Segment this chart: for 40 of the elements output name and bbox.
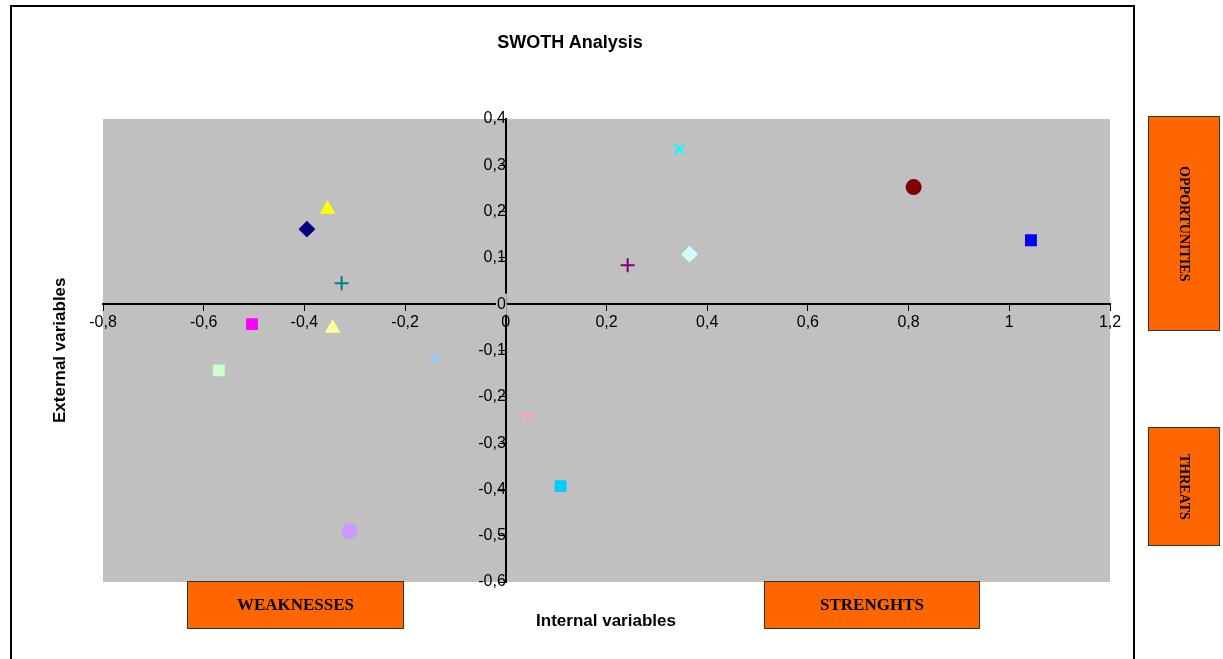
- point: [681, 246, 698, 263]
- x-tick-label: 1,2: [1098, 313, 1122, 331]
- y-tick-label: -0,6: [478, 572, 506, 590]
- y-tick-label: 0,3: [483, 155, 506, 173]
- y-axis-title: External variables: [50, 276, 70, 425]
- y-tick-label: -0,5: [478, 526, 506, 544]
- x-tick-label: -0,8: [89, 313, 117, 331]
- x-tick-label: -0,6: [189, 313, 218, 331]
- x-tick-label: 0,6: [796, 313, 820, 331]
- text: OPPORTUNITIES: [1176, 165, 1192, 282]
- y-tick-label: 0,2: [483, 202, 506, 220]
- x-axis-title: Internal variables: [535, 611, 677, 631]
- point: [673, 143, 685, 156]
- x-tick-label: 1: [1004, 313, 1014, 331]
- text: STRENGHTS: [820, 595, 924, 615]
- point: [554, 480, 567, 493]
- x-tick-label: 0,8: [897, 313, 920, 331]
- y-tick-label: -0,3: [478, 433, 506, 451]
- point: [298, 221, 315, 238]
- y-tick-label: -0,1: [478, 340, 506, 358]
- point: [212, 364, 225, 377]
- text: THREATS: [1176, 453, 1192, 520]
- y-tick-label: -0,2: [478, 387, 506, 405]
- point: [246, 318, 258, 331]
- y-tick-label: -0,4: [478, 479, 506, 497]
- point: [905, 179, 922, 196]
- x-tick-label: 0,4: [696, 313, 719, 331]
- point: [1025, 234, 1037, 247]
- text: WEAKNESSES: [236, 595, 355, 615]
- chart-title: SWOTH Analysis: [496, 32, 644, 53]
- point: [429, 352, 442, 365]
- point: [333, 275, 350, 292]
- x-tick-label: -0,2: [391, 313, 419, 331]
- point: [341, 523, 358, 540]
- point: [519, 407, 536, 424]
- x-tick-label: 0,2: [595, 313, 618, 331]
- y-tick-label: 0: [496, 294, 506, 312]
- point: [619, 257, 636, 274]
- y-tick-label: 0,1: [483, 248, 506, 266]
- x-tick-label: -0,4: [290, 313, 319, 331]
